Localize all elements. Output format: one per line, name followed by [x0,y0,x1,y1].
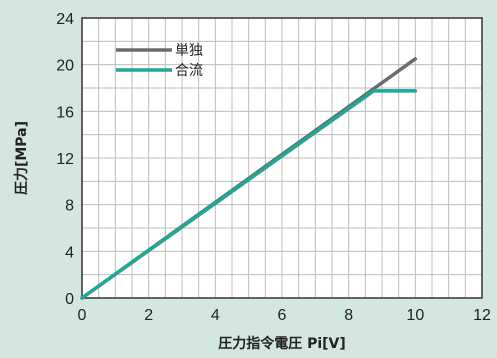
y-tick-label: 24 [56,11,74,28]
y-tick-label: 12 [56,151,74,168]
grid [82,18,482,298]
x-tick-label: 2 [144,307,153,324]
x-tick-label: 0 [78,307,87,324]
legend-label-2: 合流 [175,63,203,79]
y-tick-label: 4 [65,244,74,261]
series-line-2 [80,89,418,300]
x-tick-label: 4 [211,307,220,324]
x-tick-label: 8 [344,307,353,324]
x-tick-label: 10 [406,307,424,324]
y-tick-label: 8 [65,198,74,215]
series-lines [80,57,418,300]
y-axis-title: 圧力[MPa] [13,121,30,195]
y-tick-label: 16 [56,104,74,121]
axes [81,17,483,299]
x-axis-title: 圧力指令電圧 Pi[V] [218,335,346,352]
legend-label-1: 単独 [175,43,203,59]
y-tick-label: 0 [65,291,74,308]
x-tick-label: 6 [278,307,287,324]
x-tick-label: 12 [473,307,491,324]
plot-frame [81,17,483,299]
y-tick-label: 20 [56,58,74,75]
